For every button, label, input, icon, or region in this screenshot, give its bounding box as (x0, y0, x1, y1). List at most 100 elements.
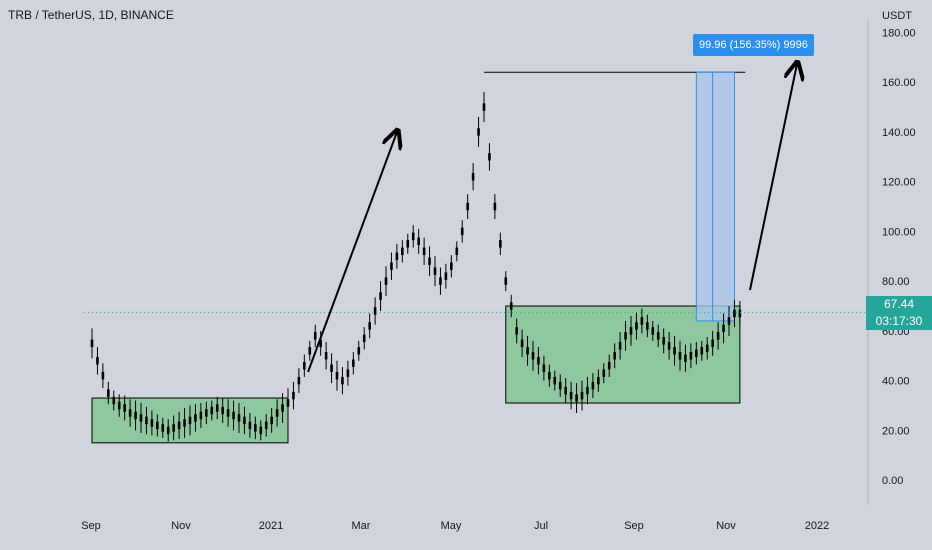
candle-body (248, 421, 252, 430)
price-tick-label: 100.00 (882, 226, 916, 238)
candle-body (433, 267, 437, 275)
candle-body (259, 426, 263, 435)
candle-body (96, 357, 99, 365)
time-tick-label: Sep (624, 520, 644, 532)
candle-body (406, 240, 410, 248)
candle-body (221, 406, 224, 415)
candle-body (243, 416, 246, 425)
candle-body (727, 317, 731, 325)
candle-body (591, 381, 595, 390)
candle-body (275, 409, 279, 417)
candle-body (417, 237, 420, 246)
candle-body (684, 354, 687, 362)
candle-body (411, 232, 415, 241)
candle-body (493, 202, 497, 211)
price-tick-label: 20.00 (882, 425, 910, 437)
candle-body (515, 327, 518, 335)
candle-body (466, 202, 469, 211)
price-tick-label: 180.00 (882, 27, 916, 39)
candle-body (526, 347, 529, 355)
candle-body (373, 307, 377, 315)
measure-tool-label: 99.96 (156.35%) 9996 (693, 34, 814, 56)
candle-body (439, 277, 442, 285)
candle-body (586, 386, 589, 395)
candle-body (308, 347, 312, 355)
candle-body (602, 369, 606, 377)
candle-body (711, 339, 714, 348)
candle-body (640, 317, 644, 325)
candle-body (733, 309, 736, 318)
candle-body (460, 227, 464, 236)
candle-body (580, 391, 584, 400)
candle-body (166, 426, 170, 435)
candle-body (477, 128, 480, 136)
candle-body (335, 371, 339, 380)
candle-body (428, 257, 431, 265)
candle-body (488, 153, 491, 161)
candle-body (226, 409, 230, 417)
candle-body (215, 404, 219, 412)
time-tick-label: Mar (352, 520, 371, 532)
candle-body (357, 347, 361, 355)
candle-body (651, 327, 655, 335)
price-tick-label: 120.00 (882, 177, 916, 189)
price-tick-label: 0.00 (882, 475, 903, 487)
candle-body (205, 409, 208, 417)
candle-body (520, 339, 524, 348)
candle-body (346, 369, 350, 377)
time-tick-label: 2022 (805, 520, 829, 532)
trend-arrow-2 (749, 64, 797, 291)
candle-body (112, 396, 116, 405)
candle-body (161, 424, 165, 432)
candle-body (177, 421, 181, 430)
candle-body (128, 409, 132, 417)
candle-body (139, 414, 143, 422)
candle-body (134, 411, 137, 420)
candle-body (384, 277, 388, 285)
time-tick-label: Sep (81, 520, 101, 532)
candle-body (471, 172, 475, 181)
price-unit: USDT (882, 10, 912, 22)
candle-body (156, 421, 159, 430)
candle-body (722, 324, 725, 333)
candle-body (569, 391, 573, 400)
price-tick-label: 40.00 (882, 376, 910, 388)
candle-body (330, 364, 333, 372)
candle-body (597, 376, 600, 385)
candle-body (145, 416, 148, 425)
current-price-tag: 67.44 03:17:30 (866, 296, 932, 330)
candle-body (716, 332, 720, 340)
candle-body (324, 352, 328, 360)
candle-body (455, 247, 459, 256)
candle-body (705, 344, 709, 353)
candle-body (482, 103, 486, 111)
candle-body (352, 359, 355, 367)
candle-body (504, 277, 508, 285)
trend-arrow-1 (307, 132, 397, 373)
price-tick-label: 140.00 (882, 127, 916, 139)
candle-body (558, 381, 562, 390)
candle-body (531, 352, 535, 360)
candle-body (695, 349, 698, 358)
candle-body (281, 404, 284, 412)
time-tick-label: May (441, 520, 462, 532)
candle-body (237, 414, 241, 422)
candle-body (646, 322, 649, 330)
candle-body (292, 391, 295, 400)
candle-body (117, 401, 121, 410)
candle-body (635, 322, 638, 330)
candle-body (553, 376, 557, 385)
candle-body (210, 406, 214, 415)
candle-body (390, 262, 393, 270)
candle-body (678, 352, 682, 360)
candle-body (286, 399, 290, 407)
candle-body (395, 252, 399, 261)
candle-body (613, 352, 616, 360)
candle-body (264, 421, 268, 430)
candle-body (509, 302, 513, 310)
candle-body (362, 334, 366, 343)
candle-body (254, 424, 257, 432)
candle-body (123, 404, 126, 412)
